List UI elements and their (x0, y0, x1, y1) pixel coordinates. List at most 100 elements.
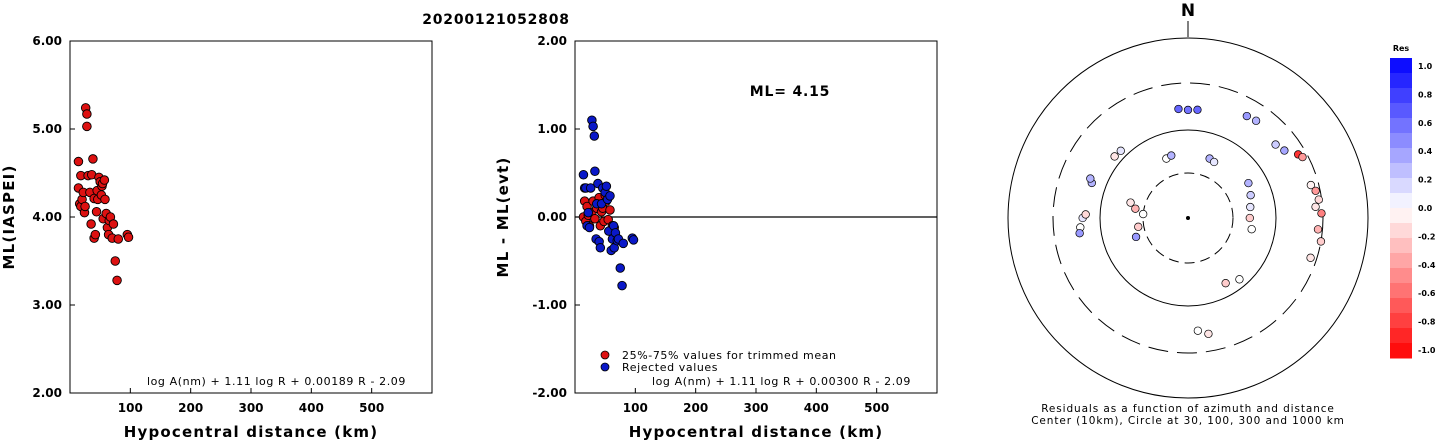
polar-point (1280, 146, 1289, 155)
colorbar-cell (1390, 103, 1412, 119)
colorbar-cell (1390, 163, 1412, 179)
polar-point (1247, 225, 1256, 234)
plot2-point (584, 222, 595, 233)
colorbar-label: -1.0 (1418, 346, 1436, 355)
plot2-y-tick-label: 1.00 (537, 122, 567, 136)
colorbar-cell (1390, 328, 1412, 344)
plot1-frame (69, 40, 433, 394)
legend-label-trimmed: 25%-75% values for trimmed mean (622, 349, 837, 362)
polar-point (1298, 152, 1307, 162)
polar-point (1245, 213, 1254, 223)
plot1-point (82, 121, 92, 132)
plot1-point (100, 194, 110, 205)
plot1-y-tick-label: 2.00 (32, 386, 62, 400)
plot2-x-axis-label: Hypocentral distance (km) (629, 423, 884, 441)
plot2-y-tick-label: -1.00 (532, 298, 567, 312)
plot2-point (578, 170, 589, 180)
polar-point (1244, 178, 1253, 188)
plot2-y-axis-label: ML - ML(evt) (494, 157, 512, 278)
polar-point (1235, 275, 1244, 284)
polar-point (1311, 202, 1320, 211)
plot1-point (88, 154, 98, 164)
colorbar-cell (1390, 148, 1412, 164)
polar-point (1081, 210, 1090, 219)
colorbar-cell (1390, 343, 1412, 359)
plot2-y-tick-label: 2.00 (537, 34, 567, 48)
residual-distance-plot: 100 200 300 400 500 -2.00 -1.00 0.00 1.00 2.00 ML… (494, 34, 938, 441)
polar-point (1134, 222, 1143, 231)
colorbar-cell (1390, 58, 1412, 74)
plot1-y-tick-label: 4.00 (32, 210, 62, 224)
plot2-point (605, 205, 615, 215)
plot1-point (73, 156, 84, 167)
residual-colorbar: Res 1.0 0.8 0.6 0.4 0.2 0.0 -0.2 -0.4 -0.6 -0.8 -1… (1390, 44, 1436, 359)
colorbar-cell (1390, 88, 1412, 104)
plot2-point (615, 263, 626, 273)
colorbar-title: Res (1393, 44, 1410, 53)
colorbar-label: 0.0 (1418, 204, 1433, 213)
colorbar-label: 0.4 (1418, 147, 1433, 156)
colorbar-label: -0.4 (1418, 261, 1436, 270)
colorbar-cell (1390, 238, 1412, 254)
distance-ring (1052, 82, 1324, 354)
plot2-point (628, 235, 639, 245)
polar-point (1311, 186, 1320, 196)
plot2-x-tick-label: 300 (743, 401, 768, 415)
polar-point (1075, 229, 1084, 238)
azimuth-residual-plot: N Residuals as a function of azimuth and… (1007, 1, 1369, 427)
colorbar-cell (1390, 193, 1412, 209)
colorbar-label: 0.8 (1418, 90, 1433, 99)
colorbar-label: -0.6 (1418, 289, 1436, 298)
polar-point (1306, 180, 1316, 190)
plot2-point (601, 181, 612, 191)
plot1-x-tick-label: 300 (238, 401, 263, 415)
ml-annotation: ML= 4.15 (750, 84, 830, 100)
colorbar-cell (1390, 118, 1412, 134)
north-label: N (1181, 1, 1195, 21)
colorbar-label: 0.2 (1418, 176, 1432, 185)
plot1-point (113, 234, 124, 244)
figure-title: 20200121052808 (422, 12, 570, 28)
plot2-ticks: 100 200 300 400 500 -2.00 -1.00 0.00 1.00 2.00 (532, 34, 889, 415)
polar-point (1306, 253, 1315, 262)
plot1-point (91, 206, 102, 217)
legend-label-rejected: Rejected values (622, 361, 718, 374)
colorbar-label: -0.2 (1418, 232, 1436, 241)
colorbar-cell (1390, 208, 1412, 224)
polar-point (1246, 202, 1255, 212)
plot1-y-axis-label: ML(IASPEI) (0, 164, 18, 269)
polar-point (1086, 174, 1095, 183)
distance-ring (1007, 37, 1369, 399)
plot2-point (588, 121, 598, 132)
plot1-y-tick-label: 6.00 (32, 34, 62, 48)
colorbar-cell (1390, 178, 1412, 194)
colorbar-cell (1390, 268, 1412, 284)
plot1-point (123, 232, 134, 242)
colorbar-label: 0.6 (1418, 119, 1433, 128)
plot1-point (99, 175, 110, 185)
polar-point (1204, 329, 1213, 339)
plot1-y-tick-label: 3.00 (32, 298, 62, 312)
plot2-x-tick-label: 500 (864, 401, 889, 415)
plot1-x-tick-label: 500 (359, 401, 384, 415)
colorbar-cell (1390, 133, 1412, 149)
plot1-points (73, 103, 134, 286)
polar-point (1174, 104, 1183, 114)
plot2-y-tick-label: -2.00 (532, 386, 567, 400)
polar-point (1313, 225, 1323, 234)
plot2-point (589, 131, 600, 141)
distance-ring (1142, 172, 1234, 264)
polar-point (1314, 195, 1323, 204)
polar-point (1139, 209, 1148, 219)
polar-point (1131, 232, 1141, 242)
plot1-point (110, 256, 120, 266)
polar-point (1116, 146, 1125, 155)
plot2-point (583, 207, 594, 218)
plot2-point (585, 183, 596, 193)
polar-points (1075, 104, 1326, 339)
plot2-formula: log A(nm) + 1.11 log R + 0.00300 R - 2.0… (652, 375, 911, 388)
plot2-point (590, 214, 600, 224)
polar-point (1317, 209, 1326, 218)
polar-point (1316, 237, 1326, 246)
colorbar-cell (1390, 313, 1412, 329)
